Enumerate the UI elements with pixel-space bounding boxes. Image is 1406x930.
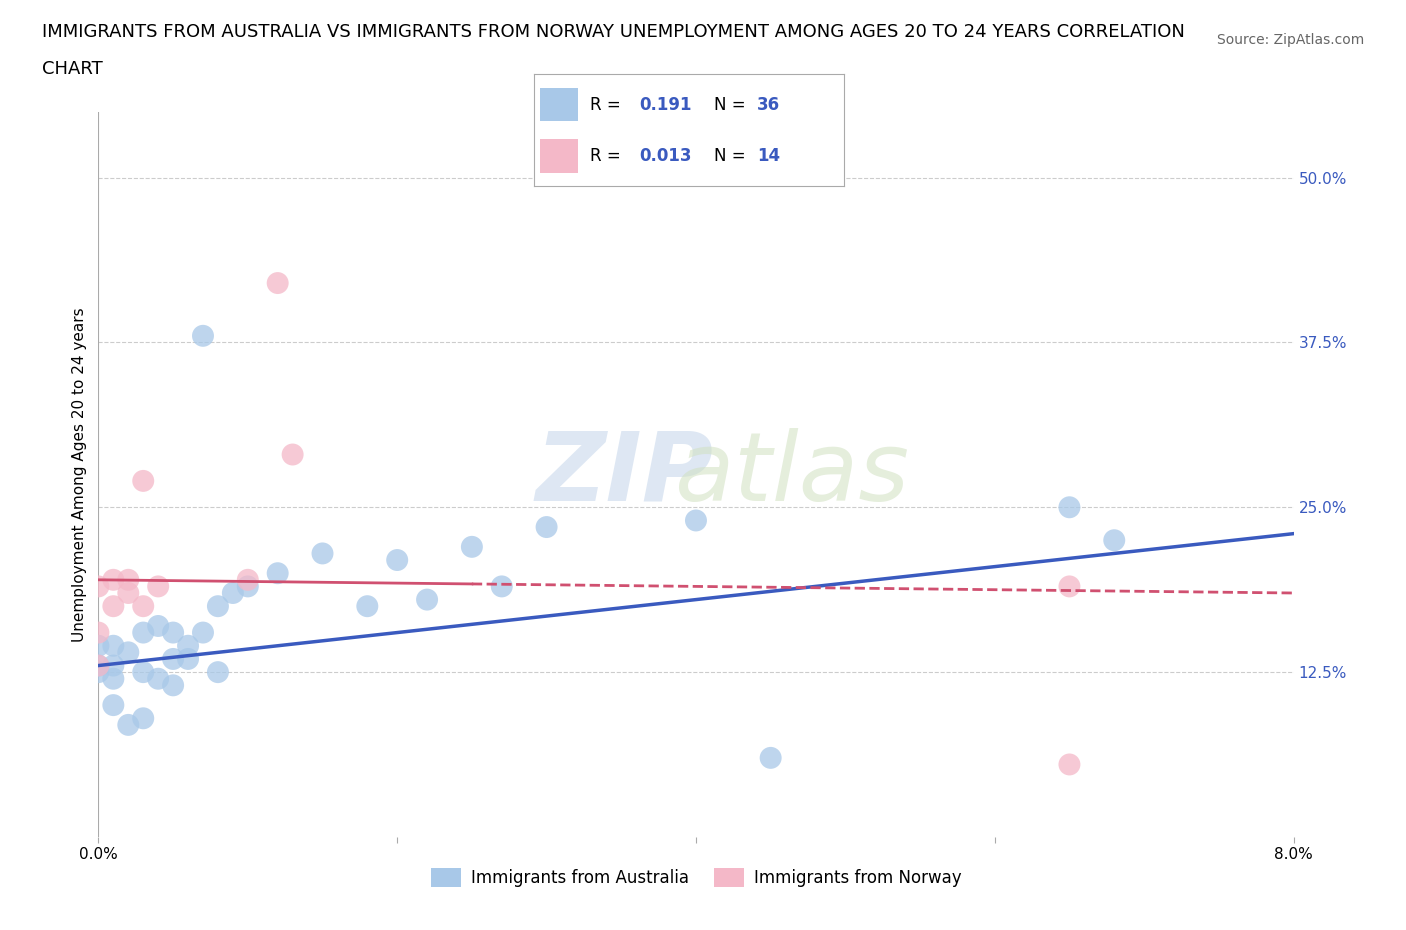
Point — [162, 678, 184, 693]
Point — [148, 579, 170, 594]
Text: N =: N = — [714, 147, 751, 165]
Point — [162, 652, 184, 667]
Point — [759, 751, 782, 765]
Point — [236, 579, 259, 594]
Point — [87, 658, 110, 673]
Point — [87, 665, 110, 680]
Text: CHART: CHART — [42, 60, 103, 78]
Y-axis label: Unemployment Among Ages 20 to 24 years: Unemployment Among Ages 20 to 24 years — [72, 307, 87, 642]
Point — [162, 625, 184, 640]
Point — [117, 717, 139, 732]
Point — [191, 328, 214, 343]
Bar — [540, 87, 578, 121]
Point — [132, 625, 155, 640]
Point — [1059, 499, 1081, 514]
Point — [491, 579, 513, 594]
Point — [685, 513, 707, 528]
Point — [87, 658, 110, 673]
Point — [222, 586, 245, 601]
Point — [207, 665, 229, 680]
Point — [132, 665, 155, 680]
Point — [1059, 757, 1081, 772]
Point — [132, 599, 155, 614]
Point — [117, 586, 139, 601]
Point — [132, 473, 155, 488]
Point — [385, 552, 409, 567]
Point — [311, 546, 333, 561]
Text: 0.191: 0.191 — [640, 96, 692, 113]
Point — [1104, 533, 1126, 548]
Point — [103, 671, 125, 686]
Point — [103, 698, 125, 712]
Point — [356, 599, 378, 614]
Point — [87, 579, 110, 594]
Point — [536, 520, 558, 535]
Point — [148, 671, 170, 686]
Bar — [540, 140, 578, 173]
Point — [132, 711, 155, 725]
Point — [87, 638, 110, 653]
Point — [103, 638, 125, 653]
Point — [281, 447, 304, 462]
Point — [207, 599, 229, 614]
Text: 0.013: 0.013 — [640, 147, 692, 165]
Point — [177, 652, 200, 667]
Text: R =: R = — [591, 96, 626, 113]
Text: 14: 14 — [756, 147, 780, 165]
Point — [103, 658, 125, 673]
Point — [177, 638, 200, 653]
Text: atlas: atlas — [673, 428, 910, 521]
Text: R =: R = — [591, 147, 626, 165]
Point — [267, 275, 290, 290]
Text: IMMIGRANTS FROM AUSTRALIA VS IMMIGRANTS FROM NORWAY UNEMPLOYMENT AMONG AGES 20 T: IMMIGRANTS FROM AUSTRALIA VS IMMIGRANTS … — [42, 23, 1185, 41]
Point — [87, 625, 110, 640]
Point — [416, 592, 439, 607]
Point — [1059, 579, 1081, 594]
Point — [267, 565, 290, 580]
Text: N =: N = — [714, 96, 751, 113]
Point — [103, 599, 125, 614]
Point — [461, 539, 484, 554]
Point — [117, 572, 139, 587]
Text: Source: ZipAtlas.com: Source: ZipAtlas.com — [1216, 33, 1364, 46]
Point — [236, 572, 259, 587]
Point — [148, 618, 170, 633]
Text: ZIP: ZIP — [536, 428, 713, 521]
Point — [191, 625, 214, 640]
Point — [117, 644, 139, 659]
Legend: Immigrants from Australia, Immigrants from Norway: Immigrants from Australia, Immigrants fr… — [425, 861, 967, 894]
Point — [103, 572, 125, 587]
Text: 36: 36 — [756, 96, 780, 113]
